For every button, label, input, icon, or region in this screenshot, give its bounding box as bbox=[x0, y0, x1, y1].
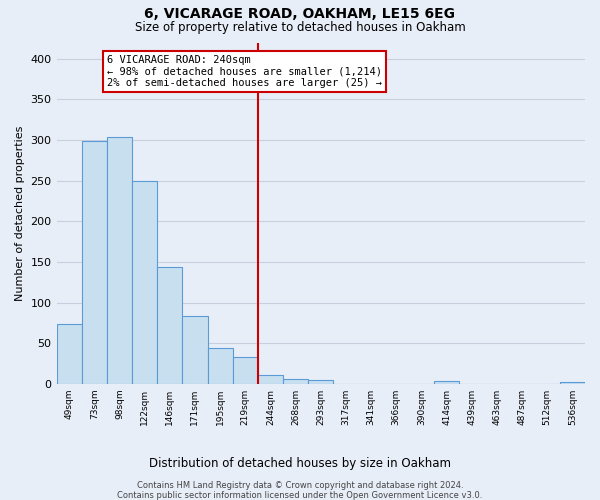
Bar bbox=[208, 348, 233, 384]
Bar bbox=[233, 357, 258, 384]
Text: 6, VICARAGE ROAD, OAKHAM, LE15 6EG: 6, VICARAGE ROAD, OAKHAM, LE15 6EG bbox=[145, 8, 455, 22]
Text: Contains HM Land Registry data © Crown copyright and database right 2024.: Contains HM Land Registry data © Crown c… bbox=[137, 481, 463, 490]
Bar bbox=[157, 267, 182, 384]
Text: Distribution of detached houses by size in Oakham: Distribution of detached houses by size … bbox=[149, 458, 451, 470]
Text: Size of property relative to detached houses in Oakham: Size of property relative to detached ho… bbox=[134, 21, 466, 34]
Bar bbox=[56, 324, 82, 384]
Bar bbox=[308, 380, 334, 384]
Y-axis label: Number of detached properties: Number of detached properties bbox=[15, 126, 25, 301]
Bar bbox=[82, 141, 107, 384]
Text: 6 VICARAGE ROAD: 240sqm
← 98% of detached houses are smaller (1,214)
2% of semi-: 6 VICARAGE ROAD: 240sqm ← 98% of detache… bbox=[107, 54, 382, 88]
Bar bbox=[132, 182, 157, 384]
Bar bbox=[182, 316, 208, 384]
Bar bbox=[258, 375, 283, 384]
Bar bbox=[107, 137, 132, 384]
Text: Contains public sector information licensed under the Open Government Licence v3: Contains public sector information licen… bbox=[118, 491, 482, 500]
Bar bbox=[434, 382, 459, 384]
Bar bbox=[560, 382, 585, 384]
Bar bbox=[283, 379, 308, 384]
